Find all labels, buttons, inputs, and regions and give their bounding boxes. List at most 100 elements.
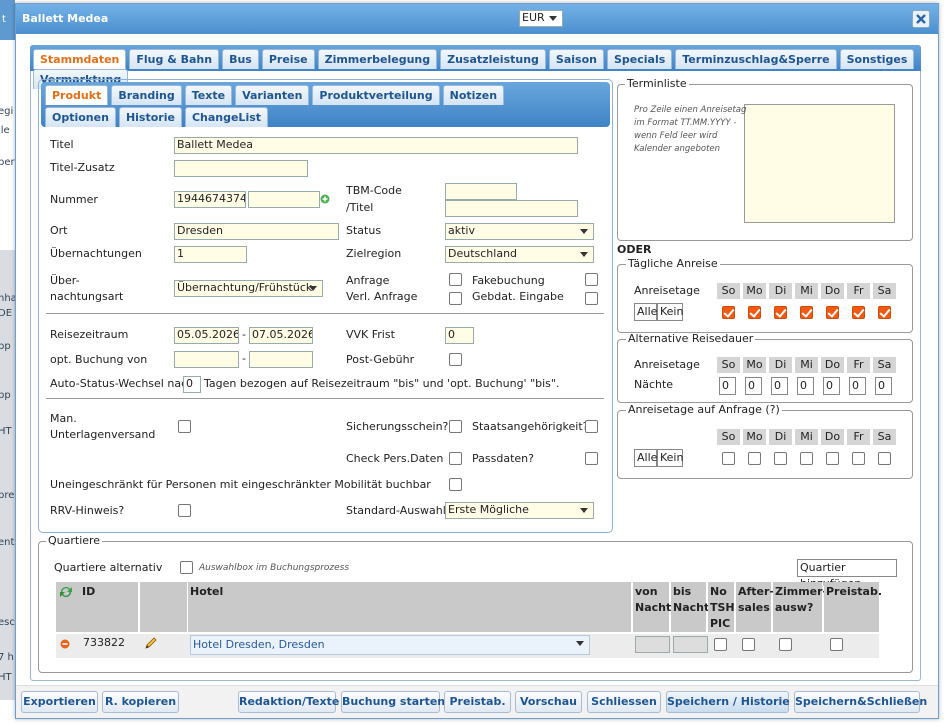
checkbox[interactable] [449, 292, 462, 305]
checkbox[interactable] [722, 452, 735, 465]
button[interactable]: Exportieren [21, 691, 98, 713]
subtab[interactable]: ChangeList [185, 107, 268, 127]
subtab[interactable]: Historie [119, 107, 182, 127]
checkbox[interactable] [800, 452, 813, 465]
checkbox[interactable] [742, 638, 755, 651]
text-input[interactable] [249, 351, 313, 368]
checkbox[interactable] [852, 452, 865, 465]
hotel-select[interactable]: Hotel Dresden, Dresden [190, 635, 590, 655]
button[interactable]: Buchung starten [341, 691, 440, 713]
remove-icon[interactable] [60, 639, 70, 649]
text-input[interactable] [445, 200, 578, 217]
button[interactable]: Kein [657, 303, 683, 321]
checkbox[interactable] [585, 273, 598, 286]
select[interactable]: aktiv [445, 223, 594, 240]
checkbox[interactable] [878, 452, 891, 465]
text-input[interactable] [174, 351, 239, 368]
text-input[interactable] [673, 636, 708, 653]
checkbox[interactable] [878, 306, 891, 319]
checkbox[interactable] [714, 638, 727, 651]
button[interactable]: Redaktion/Texte [238, 691, 336, 713]
checkbox[interactable] [449, 420, 462, 433]
button[interactable]: Speichern&Schließen [794, 691, 920, 713]
close-button[interactable] [912, 10, 930, 28]
checkbox[interactable] [178, 504, 191, 517]
text-input[interactable] [248, 191, 320, 208]
select[interactable]: Übernachtung/Frühstück [174, 280, 323, 297]
edit-icon[interactable] [144, 636, 158, 650]
dialog-title: Ballett Medea [22, 12, 108, 26]
tab[interactable]: Preise [262, 49, 315, 69]
tab[interactable]: Specials [607, 49, 672, 69]
checkbox[interactable] [178, 420, 191, 433]
checkbox[interactable] [830, 638, 843, 651]
date-textarea[interactable] [744, 104, 895, 223]
checkbox[interactable] [774, 452, 787, 465]
tab[interactable]: Zimmerbelegung [318, 49, 438, 69]
checkbox[interactable] [748, 306, 761, 319]
tab[interactable]: Sonstiges [840, 49, 915, 69]
button[interactable]: Kein [657, 449, 683, 467]
text-input[interactable]: 0 [445, 327, 474, 344]
text-input[interactable]: 05.05.2026 [174, 327, 239, 344]
text-input[interactable]: 0 [719, 377, 736, 395]
text-input[interactable]: 0 [745, 377, 762, 395]
checkbox[interactable] [585, 452, 598, 465]
text-input[interactable]: 0 [183, 376, 201, 393]
text-input[interactable]: Dresden [174, 223, 339, 240]
checkbox[interactable] [826, 452, 839, 465]
select[interactable]: Erste Mögliche [445, 502, 594, 519]
text-input[interactable]: 0 [823, 377, 840, 395]
subtab[interactable]: Varianten [235, 85, 309, 105]
checkbox[interactable] [852, 306, 865, 319]
subtab[interactable]: Branding [111, 85, 181, 105]
text-input[interactable]: 1944674374 [174, 191, 246, 208]
tab[interactable]: Stammdaten [33, 49, 126, 69]
button[interactable]: Alle [634, 449, 657, 467]
text-input[interactable]: 1 [174, 246, 247, 263]
checkbox[interactable] [800, 306, 813, 319]
checkbox[interactable] [449, 478, 462, 491]
select[interactable]: Deutschland [445, 246, 594, 263]
checkbox[interactable] [748, 452, 761, 465]
checkbox[interactable] [826, 306, 839, 319]
tab[interactable]: Flug & Bahn [129, 49, 219, 69]
text-input[interactable] [445, 183, 517, 200]
checkbox[interactable] [449, 273, 462, 286]
currency-select[interactable]: EUR [519, 10, 563, 27]
checkbox[interactable] [774, 306, 787, 319]
refresh-icon[interactable] [58, 585, 74, 599]
text-input[interactable] [635, 636, 670, 653]
subtab[interactable]: Optionen [45, 107, 116, 127]
add-icon[interactable] [320, 194, 330, 204]
subtab[interactable]: Produktverteilung [312, 85, 439, 105]
checkbox[interactable] [779, 638, 792, 651]
tab[interactable]: Bus [222, 49, 259, 69]
text-input[interactable]: 07.05.2026 [249, 327, 313, 344]
tab[interactable]: Saison [549, 49, 604, 69]
text-input[interactable]: Ballett Medea [174, 137, 578, 154]
subtab[interactable]: Notizen [443, 85, 505, 105]
subtab[interactable]: Texte [185, 85, 232, 105]
button[interactable]: Preistab. [444, 691, 511, 713]
text-input[interactable]: 0 [797, 377, 814, 395]
text-input[interactable]: 0 [875, 377, 892, 395]
checkbox[interactable] [180, 561, 193, 574]
checkbox[interactable] [449, 353, 462, 366]
button[interactable]: Alle [634, 303, 657, 321]
button[interactable]: Speichern / Historie + [666, 691, 789, 713]
text-input[interactable]: 0 [849, 377, 866, 395]
button[interactable]: R. kopieren [102, 691, 179, 713]
button[interactable]: Vorschau [515, 691, 582, 713]
subtab[interactable]: Produkt [45, 85, 108, 105]
tab[interactable]: Terminzuschlag&Sperre [675, 49, 836, 69]
checkbox[interactable] [449, 452, 462, 465]
button[interactable]: Quartier hinzufügen [797, 559, 897, 577]
text-input[interactable]: 0 [771, 377, 788, 395]
checkbox[interactable] [585, 420, 598, 433]
checkbox[interactable] [722, 306, 735, 319]
text-input[interactable] [174, 160, 308, 177]
checkbox[interactable] [585, 292, 598, 305]
tab[interactable]: Zusatzleistung [440, 49, 546, 69]
button[interactable]: Schliessen [587, 691, 661, 713]
